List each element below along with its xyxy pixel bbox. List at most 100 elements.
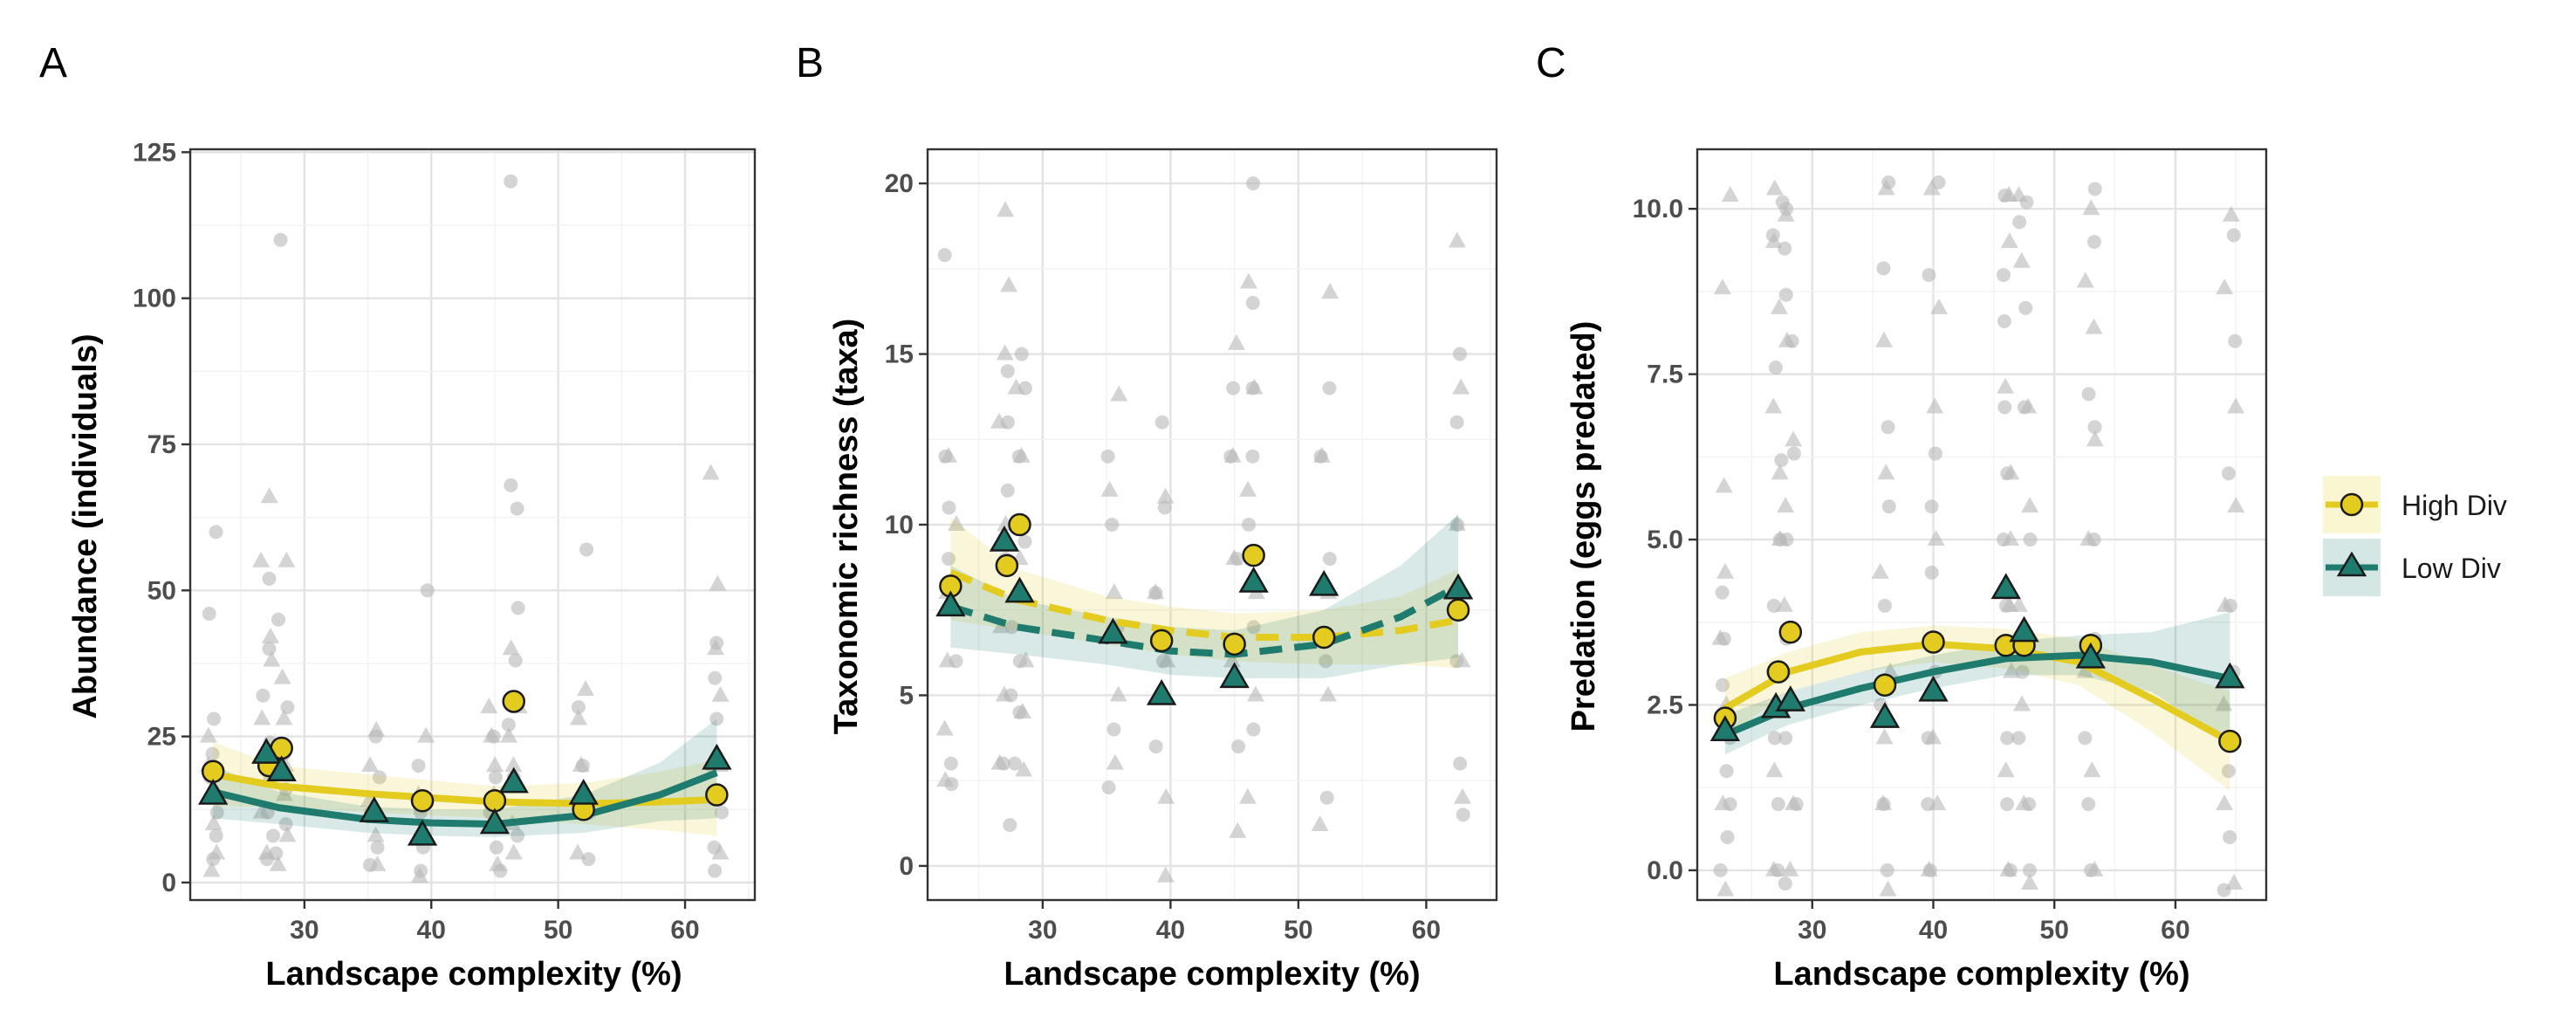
mean-point-low-div [1098,617,1128,644]
raw-point-high-div [1778,287,1793,302]
raw-point-high-div [1715,585,1730,600]
raw-point-low-div [1109,685,1127,702]
x-tick-label: 30 [1798,916,1826,945]
raw-point-low-div [367,826,385,842]
raw-point-low-div [504,843,523,860]
raw-point-high-div [411,759,426,773]
mean-point-low-div [1709,715,1741,742]
plot-background [1697,149,2266,900]
plot-border [188,148,757,902]
raw-point-high-div [1449,415,1464,430]
mean-point-low-div [1146,678,1177,705]
raw-point-low-div [263,650,281,667]
raw-point-low-div [1321,283,1339,299]
mean-point-low-div [702,743,732,770]
raw-point-high-div [1768,361,1783,375]
mean-point-high-div [1149,629,1174,653]
raw-point-high-div [510,501,524,516]
panel-letter-b: B [796,40,824,86]
raw-point-high-div [1924,565,1939,580]
raw-point-low-div [940,446,958,463]
y-tick-label: 75 [147,430,176,459]
x-tick-label: 60 [2161,916,2189,945]
raw-point-high-div [510,601,525,615]
raw-point-low-div [1920,860,1938,876]
raw-point-low-div [1926,397,1944,414]
raw-point-high-div [1246,722,1261,737]
raw-point-high-div [2022,863,2037,877]
raw-point-low-div [277,551,296,567]
raw-point-high-div [2081,797,2096,812]
raw-point-low-div [1716,562,1735,579]
raw-point-low-div [1877,464,1895,480]
raw-point-low-div [1764,232,1783,249]
raw-point-high-div [1226,381,1241,395]
raw-point-low-div [707,639,725,656]
raw-point-high-div [1713,863,1728,877]
raw-point-high-div [202,607,216,622]
raw-point-low-div [480,698,498,714]
y-tick-label: 2.5 [1647,691,1683,719]
raw-point-high-div [1000,483,1015,498]
raw-point-high-div [1719,764,1734,779]
raw-point-low-div [1105,583,1123,600]
raw-point-low-div [1714,794,1732,811]
x-axis-title-a: Landscape complexity (%) [265,956,682,993]
mean-point-low-div [1775,685,1805,711]
raw-point-low-div [2002,530,2020,546]
legend-marker-low-div [2336,551,2367,577]
raw-point-low-div [202,861,221,877]
raw-point-high-div [1246,176,1261,191]
raw-point-low-div [702,464,720,480]
raw-point-low-div [577,680,595,697]
raw-point-low-div [1238,787,1257,804]
raw-point-low-div [2222,205,2240,222]
raw-point-low-div [252,551,271,567]
raw-point-low-div [1770,298,1788,314]
raw-point-low-div [995,685,1013,702]
y-tick-label: 5.0 [1647,526,1683,554]
raw-point-high-div [2012,215,2027,230]
raw-point-low-div [1721,186,1739,203]
panel-a: A Landscape complexity (%) Abundance (in… [39,40,757,993]
raw-point-low-div [1927,530,1945,546]
mean-point-low-div [407,819,438,846]
raw-point-low-div [1929,298,1948,314]
mean-point-low-div [1309,569,1339,596]
raw-point-high-div [1007,756,1022,771]
mean-point-low-div [935,590,966,617]
raw-point-low-div [2010,186,2028,203]
legend-item-low-div: Low Div [2323,539,2501,596]
mean-point-high-div [1312,625,1336,650]
mean-point-high-div [410,788,435,813]
mean-point-high-div [1766,660,1791,684]
raw-point-low-div [260,487,278,504]
raw-point-low-div [1106,753,1124,770]
raw-point-low-div [253,709,271,725]
raw-point-low-div [947,515,965,531]
raw-point-high-div [1452,347,1467,361]
y-tick-label: 125 [133,138,176,167]
raw-point-high-div [1106,722,1121,737]
raw-point-low-div [2021,874,2039,890]
raw-point-low-div [483,726,501,743]
trend-line-high-div [212,771,717,808]
mean-point-high-div [1446,598,1470,622]
raw-point-low-div [2083,761,2101,778]
raw-point-high-div [209,828,223,843]
raw-point-high-div [708,670,723,685]
ci-band-low-div [1724,612,2230,755]
raw-point-high-div [504,174,518,189]
mean-point-low-div [1004,576,1035,603]
raw-point-low-div [711,843,730,860]
raw-point-low-div [1924,728,1942,745]
raw-point-low-div [572,756,590,773]
x-tick-label: 40 [417,916,446,945]
raw-point-high-div [942,552,956,567]
raw-point-low-div [1929,794,1947,811]
raw-point-high-div [256,688,271,703]
panel-c: C Landscape complexity (%) Predation (eg… [1536,40,2268,993]
mean-point-high-div [1873,673,1897,697]
raw-point-high-div [1245,449,1260,464]
raw-point-high-div [943,756,958,771]
